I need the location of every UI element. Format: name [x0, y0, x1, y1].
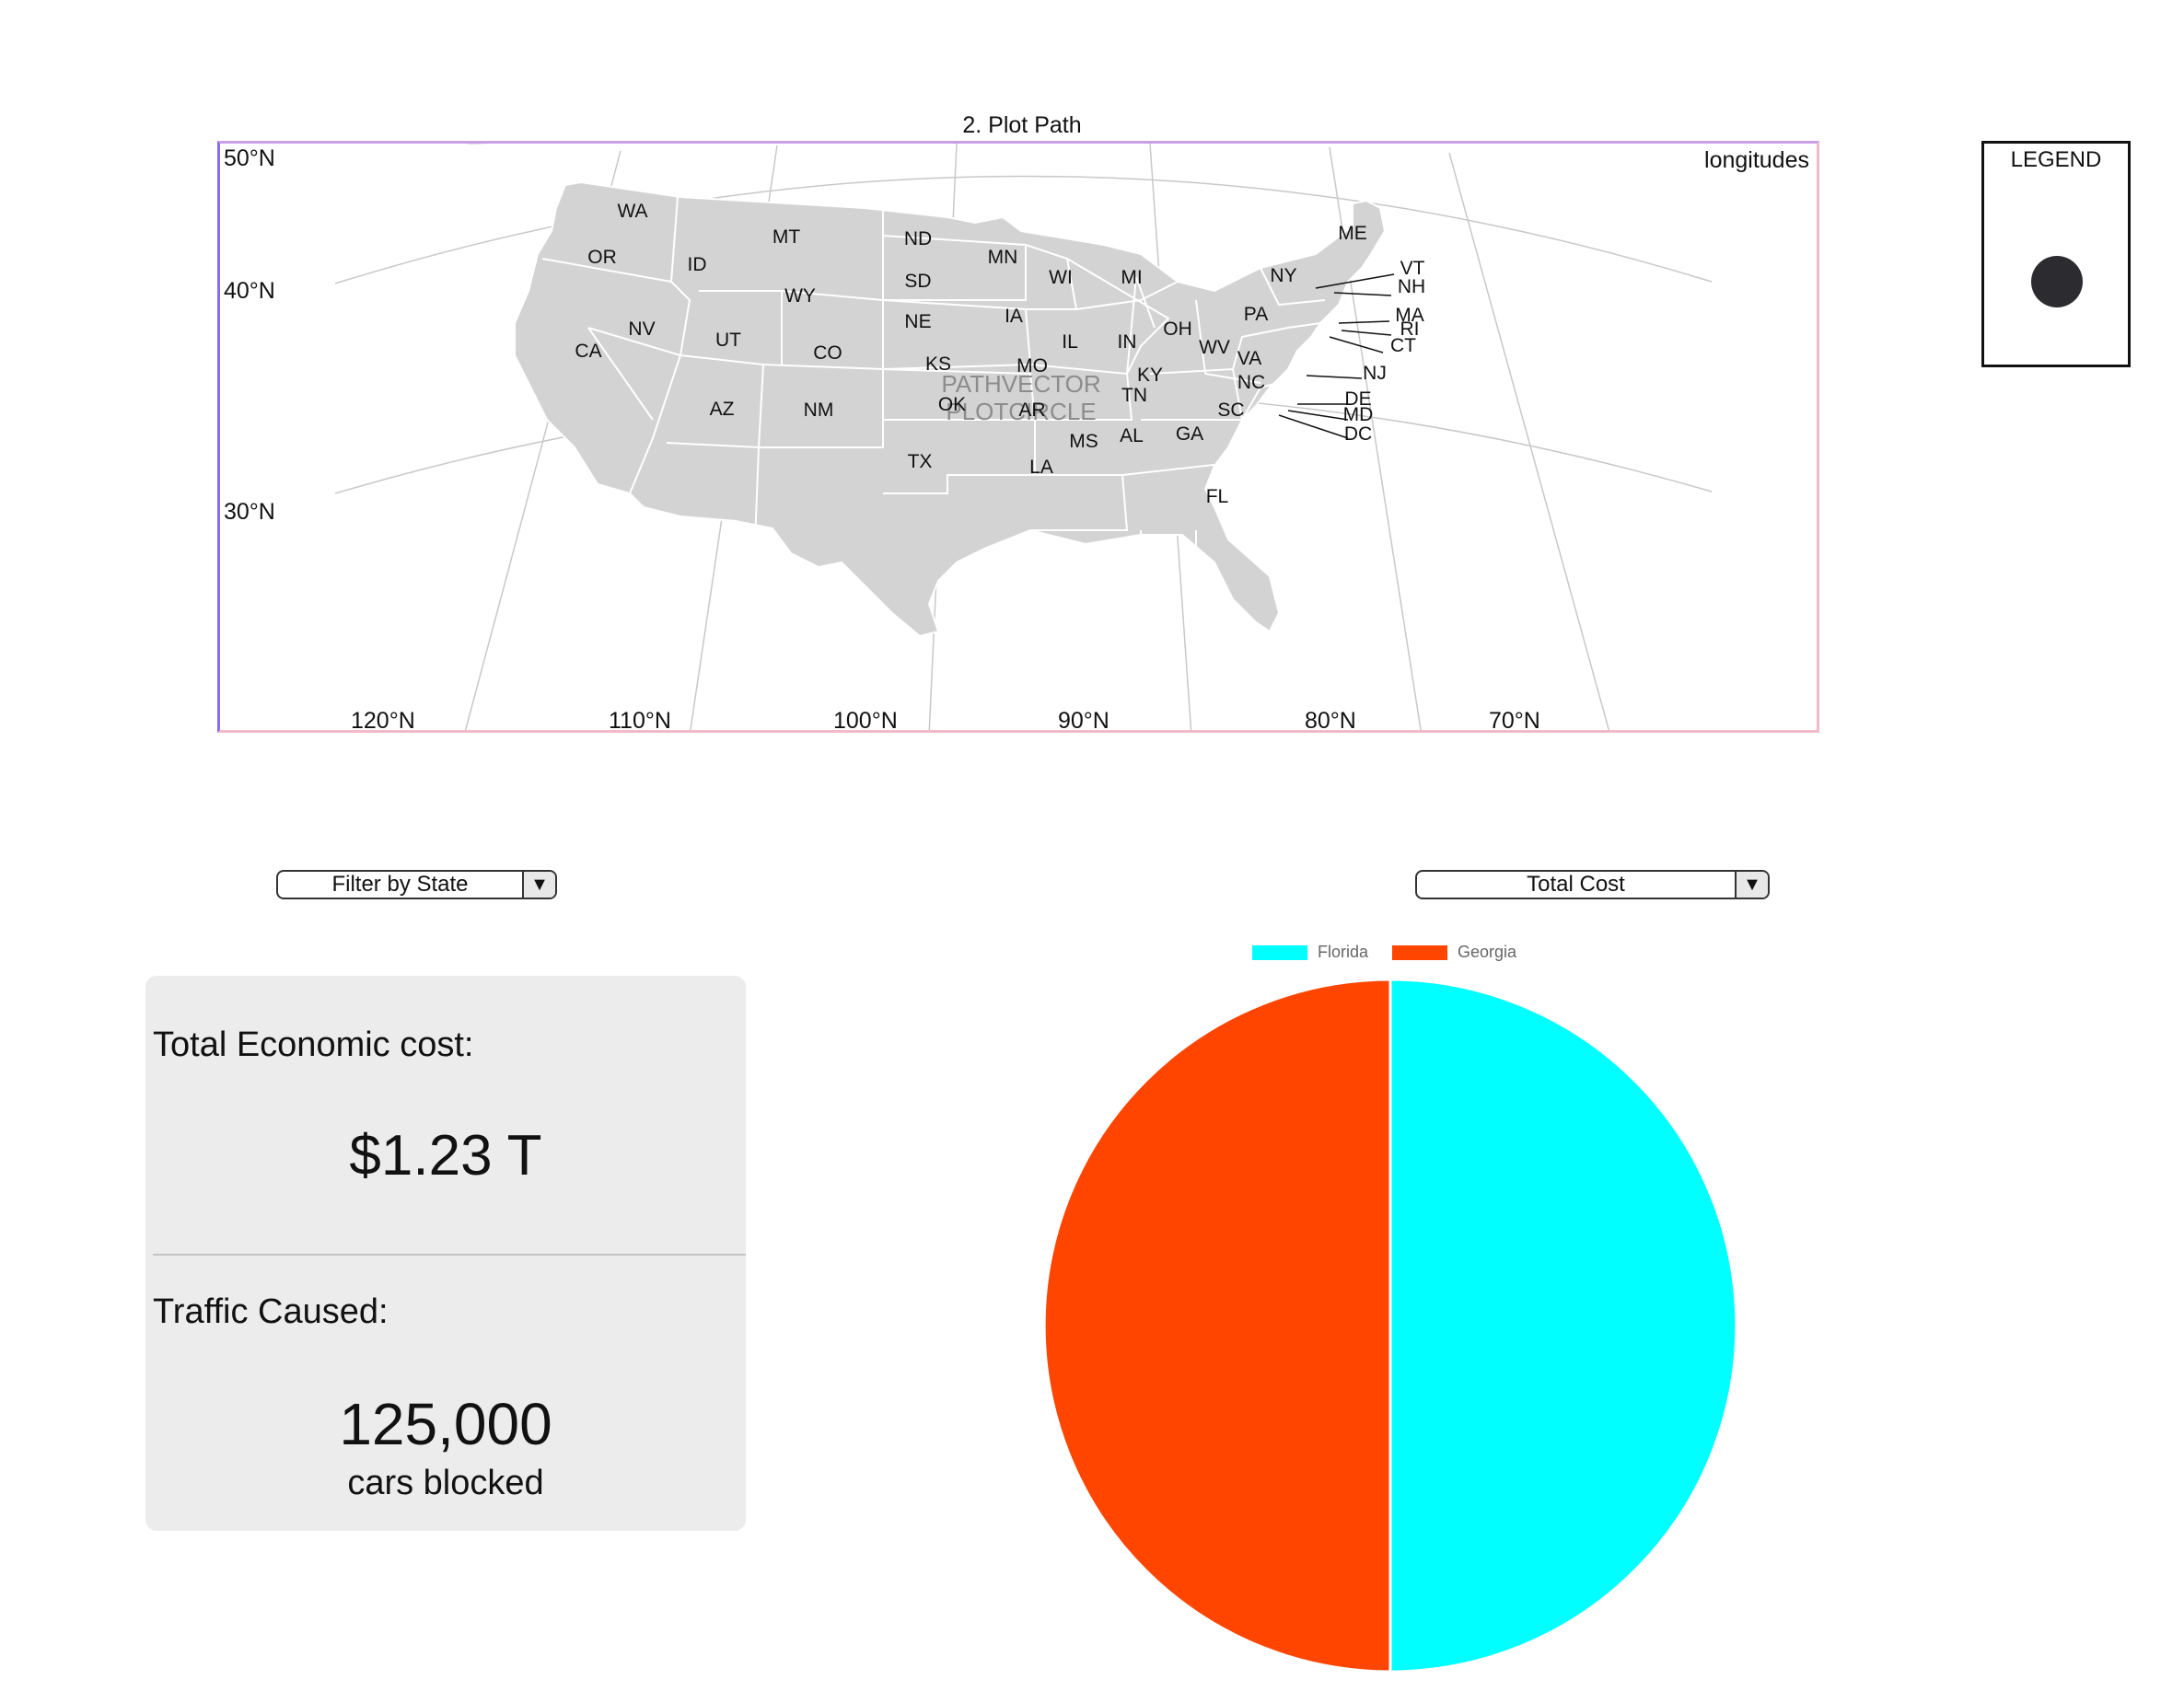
state-label-me[interactable]: ME [1338, 223, 1367, 244]
state-label-id[interactable]: ID [688, 254, 707, 275]
state-label-sc[interactable]: SC [1217, 400, 1244, 421]
state-label-mt[interactable]: MT [773, 226, 800, 248]
traffic-caused-unit: cars blocked [347, 1464, 544, 1502]
filter-selected-value: Filter by State [331, 872, 469, 897]
state-label-in[interactable]: IN [1118, 331, 1137, 353]
state-label-nc[interactable]: NC [1237, 372, 1265, 393]
state-label-mi[interactable]: MI [1121, 267, 1142, 288]
state-label-wa[interactable]: WA [617, 201, 647, 222]
map-watermark-line2: PLOTCIRCLE [946, 398, 1096, 425]
legend-panel: LEGEND [1981, 141, 2131, 367]
pie-slice-georgia[interactable] [1042, 978, 1392, 1674]
state-label-ks[interactable]: KS [925, 353, 951, 375]
legend-swatch [1392, 944, 1447, 960]
legend-label: Florida [1318, 943, 1369, 961]
state-label-al[interactable]: AL [1120, 425, 1144, 446]
state-label-sd[interactable]: SD [904, 271, 931, 292]
map-panel[interactable]: PATHVECTOR PLOTCIRCLE WA OR CA ID NV MT WY UT AZ… [217, 141, 1819, 733]
state-label-il[interactable]: IL [1062, 331, 1078, 353]
state-label-ny[interactable]: NY [1270, 265, 1296, 286]
stats-card: Total Economic cost: $1.23 T Traffic Cau… [145, 976, 746, 1531]
pie-legend-item-georgia[interactable]: Georgia [1392, 943, 1516, 962]
map-watermark-line1: PATHVECTOR [941, 370, 1100, 398]
state-label-md[interactable]: MD [1343, 404, 1374, 425]
state-label-ri[interactable]: RI [1400, 319, 1420, 340]
state-label-ms[interactable]: MS [1069, 431, 1098, 452]
us-map[interactable]: PATHVECTOR PLOTCIRCLE WA OR CA ID NV MT WY UT AZ… [220, 144, 1819, 733]
state-label-nm[interactable]: NM [804, 400, 834, 421]
state-label-ct[interactable]: CT [1390, 335, 1416, 356]
state-labels: WA OR CA ID NV MT WY UT AZ CO NM ND SD NE KS OK TX MN IA MO… [575, 201, 1425, 507]
economic-cost-label: Total Economic cost: [153, 1025, 474, 1064]
state-label-tx[interactable]: TX [908, 451, 933, 472]
state-label-ca[interactable]: CA [575, 341, 601, 362]
state-borders [541, 196, 1326, 576]
dropdown-arrow-icon[interactable]: ▼ [522, 872, 555, 898]
state-label-or[interactable]: OR [587, 247, 617, 268]
state-label-ga[interactable]: GA [1176, 423, 1203, 445]
state-label-fl[interactable]: FL [1206, 486, 1229, 507]
lon-label-80: 80°N [1305, 708, 1356, 733]
stats-divider [153, 1254, 746, 1256]
lat-label-40: 40°N [224, 278, 275, 304]
state-label-wi[interactable]: WI [1049, 267, 1073, 288]
state-label-co[interactable]: CO [813, 342, 842, 364]
state-label-mn[interactable]: MN [988, 247, 1018, 268]
legend-label: Georgia [1458, 943, 1517, 961]
lon-label-120: 120°N [351, 708, 415, 733]
state-leader-lines [1278, 273, 1395, 439]
pie-slice-florida[interactable] [1388, 978, 1738, 1674]
state-label-nh[interactable]: NH [1398, 276, 1425, 297]
pie-chart[interactable] [1040, 976, 1740, 1675]
us-landmass [514, 180, 1387, 638]
state-label-ia[interactable]: IA [1005, 306, 1023, 327]
state-label-wv[interactable]: WV [1199, 337, 1230, 358]
state-label-pa[interactable]: PA [1244, 304, 1268, 325]
state-label-vt[interactable]: VT [1400, 258, 1425, 279]
lon-label-110: 110°N [609, 708, 671, 733]
state-label-ky[interactable]: KY [1137, 365, 1163, 386]
state-label-nv[interactable]: NV [628, 319, 655, 340]
state-label-ne[interactable]: NE [904, 311, 931, 332]
pie-legend-item-florida[interactable]: Florida [1252, 943, 1368, 962]
state-label-ar[interactable]: AR [1018, 400, 1045, 421]
state-label-mo[interactable]: MO [1016, 355, 1048, 377]
state-label-oh[interactable]: OH [1163, 319, 1192, 340]
state-label-wy[interactable]: WY [784, 285, 816, 307]
metric-dropdown[interactable]: Total Cost ▼ [1415, 870, 1770, 899]
legend-swatch [1252, 944, 1307, 960]
map-title: 2. Plot Path [962, 112, 1082, 138]
lon-label-100: 100°N [833, 708, 898, 733]
state-label-va[interactable]: VA [1237, 348, 1261, 369]
state-label-nj[interactable]: NJ [1363, 363, 1387, 384]
state-label-az[interactable]: AZ [710, 399, 735, 420]
state-label-tn[interactable]: TN [1121, 385, 1147, 406]
legend-title: LEGEND [2010, 147, 2102, 172]
state-label-la[interactable]: LA [1029, 457, 1053, 478]
state-label-ma[interactable]: MA [1395, 305, 1424, 326]
state-label-nd[interactable]: ND [904, 228, 932, 249]
economic-cost-value: $1.23 T [349, 1124, 542, 1187]
state-label-ut[interactable]: UT [715, 330, 741, 351]
state-label-de[interactable]: DE [1344, 388, 1371, 410]
metric-selected-value: Total Cost [1527, 872, 1625, 897]
state-label-ok[interactable]: OK [938, 394, 966, 415]
lon-label-90: 90°N [1058, 708, 1109, 733]
lon-label-70: 70°N [1489, 708, 1540, 733]
traffic-caused-value: 125,000 [339, 1391, 552, 1457]
lat-label-30: 30°N [224, 499, 275, 525]
lat-label-50: 50°N [224, 145, 275, 171]
state-label-dc[interactable]: DC [1344, 423, 1372, 445]
legend-marker [2031, 256, 2083, 307]
filter-by-state-dropdown[interactable]: Filter by State ▼ [276, 870, 557, 899]
longitudes-label: longitudes [1704, 147, 1809, 173]
traffic-caused-label: Traffic Caused: [153, 1292, 389, 1331]
dropdown-arrow-icon[interactable]: ▼ [1735, 872, 1768, 898]
